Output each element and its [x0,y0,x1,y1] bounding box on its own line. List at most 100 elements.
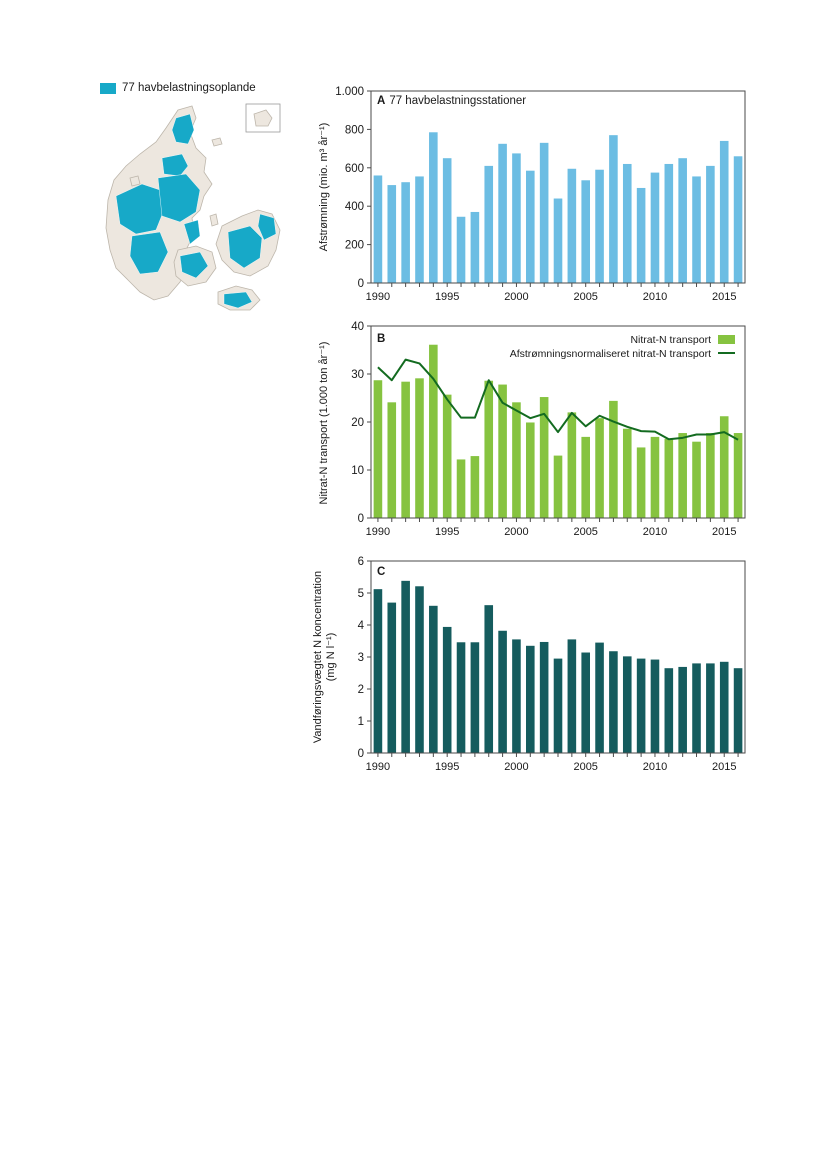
chart-C-bar-1997 [470,642,480,753]
chart-C-xtick-label: 2000 [504,761,528,773]
chart-A-bar-1990 [373,175,383,283]
chart-B-bar-1999 [498,384,507,518]
chart-C-bar-2004 [567,639,577,753]
chart-C-ytick-label: 5 [358,588,364,600]
chart-A-xtick-label: 2005 [573,291,597,303]
chart-C-bar-2000 [512,639,521,753]
chart-A-bar-2003 [553,198,563,283]
chart-A-bar-2011 [664,163,674,283]
chart-C-bar-2005 [581,652,590,753]
chart-C-bar-1990 [373,589,383,753]
samso-island [209,213,219,227]
chart-B-bar-2001 [526,422,535,518]
chart-B-ytick-label: 10 [351,465,364,477]
chart-B-bar-1998 [484,380,494,518]
chart-B-xtick-label: 2015 [712,526,736,538]
chart-B-bar-1991 [387,402,397,518]
chart-B-panel-letter: B [377,333,385,345]
chart-B-xtick-label: 2010 [643,526,667,538]
chart-A-ytick-label: 200 [345,240,364,252]
chart-B-ytick-label: 0 [358,513,364,525]
chart-C-ytick-label: 1 [358,716,364,728]
chart-C-ylabel-line2: (mg N l⁻¹) [325,633,337,682]
chart-A-bar-2008 [622,163,632,283]
chart-B-bar-2011 [664,438,674,518]
chart-A-bar-2005 [581,180,590,283]
chart-B-ytick-label: 30 [351,369,364,381]
catchment-areas [115,113,277,309]
catchment-north [171,113,195,145]
catchment-south [129,231,169,275]
catchment-west [115,183,165,235]
chart-C-bar-1992 [401,580,410,753]
chart-C-ytick-label: 6 [358,556,364,568]
chart-C-ytick-label: 0 [358,748,364,760]
chart-B-xtick-label: 1990 [366,526,390,538]
chart-A-bar-1991 [387,185,397,283]
chart-C-xtick-label: 2015 [712,761,736,773]
chart-A-bar-1994 [429,132,438,283]
chart-C-ytick-label: 2 [358,684,364,696]
chart-B-bar-1992 [401,381,410,518]
map-legend: 77 havbelastningsoplande [100,80,256,96]
chart-C-xtick-label: 2005 [573,761,597,773]
chart-A-xtick-label: 2010 [643,291,667,303]
chart-A: A 77 havbelastningsstationer Afstrømning … [318,95,526,251]
chart-C-xtick-label: 1990 [366,761,390,773]
chart-C-bar-2013 [692,663,701,753]
map-legend-label: 77 havbelastningsoplande [122,82,256,94]
chart-C-bar-2001 [526,645,535,753]
chart-C-bar-1995 [442,626,452,753]
chart-C-bar-1991 [387,602,397,753]
chart-A-xtick-label: 2015 [712,291,736,303]
chart-B-bar-2012 [678,433,687,518]
chart-C-bar-1998 [484,605,494,753]
chart-A-xtick-label: 1995 [435,291,459,303]
chart-A-bar-2013 [692,176,701,283]
chart-B-bar-2016 [733,433,743,518]
chart-C-xtick-label: 1995 [435,761,459,773]
chart-C-bar-2002 [539,641,549,753]
chart-A-xtick-label: 1990 [366,291,390,303]
chart-A-title-text: 77 havbelastningsstationer [389,95,526,107]
catchment-east-jutland [183,219,201,245]
denmark-map [105,103,281,311]
chart-B-xtick-label: 2000 [504,526,528,538]
chart-B-bar-2000 [512,402,521,518]
chart-A-bar-1997 [470,211,480,283]
catchment-north-2 [161,153,189,177]
chart-B-bar-2003 [553,455,563,518]
chart-A-ytick-label: 600 [345,163,364,175]
chart-A-bar-2000 [512,153,521,283]
chart-A-bar-1993 [415,176,424,283]
chart-B-bar-2007 [609,400,618,518]
chart-B-bar-2010 [650,436,660,518]
chart-C-ylabel: Vandføringsvægtet N koncentration(mg N l… [312,571,337,743]
chart-C-bar-2016 [733,668,743,753]
chart-B-bar-1997 [470,456,480,518]
chart-A-bar-2007 [609,135,618,283]
chart-B-legend: Nitrat-N transport Afstrømningsnormalise… [510,334,735,360]
chart-B-bar-2006 [595,418,604,518]
chart-B-xtick-label: 2005 [573,526,597,538]
chart-A-bar-2001 [526,170,535,283]
chart-C-plot: 0 1 2 3 4 5 6 1990 1995 2000 2005 2010 2015 [358,556,746,773]
catchment-north-zealand [257,213,277,241]
chart-A-panel-letter: A [377,95,385,107]
chart-B-ytick-label: 40 [351,321,364,333]
legend-label-normalised-transport: Afstrømningsnormaliseret nitrat-N transp… [510,348,711,360]
chart-A-xtick-label: 2000 [504,291,528,303]
legend-label-nitrate-transport: Nitrat-N transport [630,334,711,346]
catchment-central [157,173,201,223]
chart-C-bar-2010 [650,659,660,753]
chart-B-bar-2005 [581,436,590,518]
chart-A-plot: 0 200 400 600 800 1.000 1990 1995 2000 2005 2010 20… [335,86,746,303]
chart-A-bar-2012 [678,158,687,283]
laeso-island [211,137,223,147]
chart-C-bar-2014 [706,663,715,753]
chart-B-plot: 0 10 20 30 40 1990 1995 2000 2005 2010 2015 [351,321,746,538]
chart-C-bar-2007 [609,651,618,753]
chart-C-xtick-label: 2010 [643,761,667,773]
legend-swatch-nitrate-transport [718,335,735,344]
